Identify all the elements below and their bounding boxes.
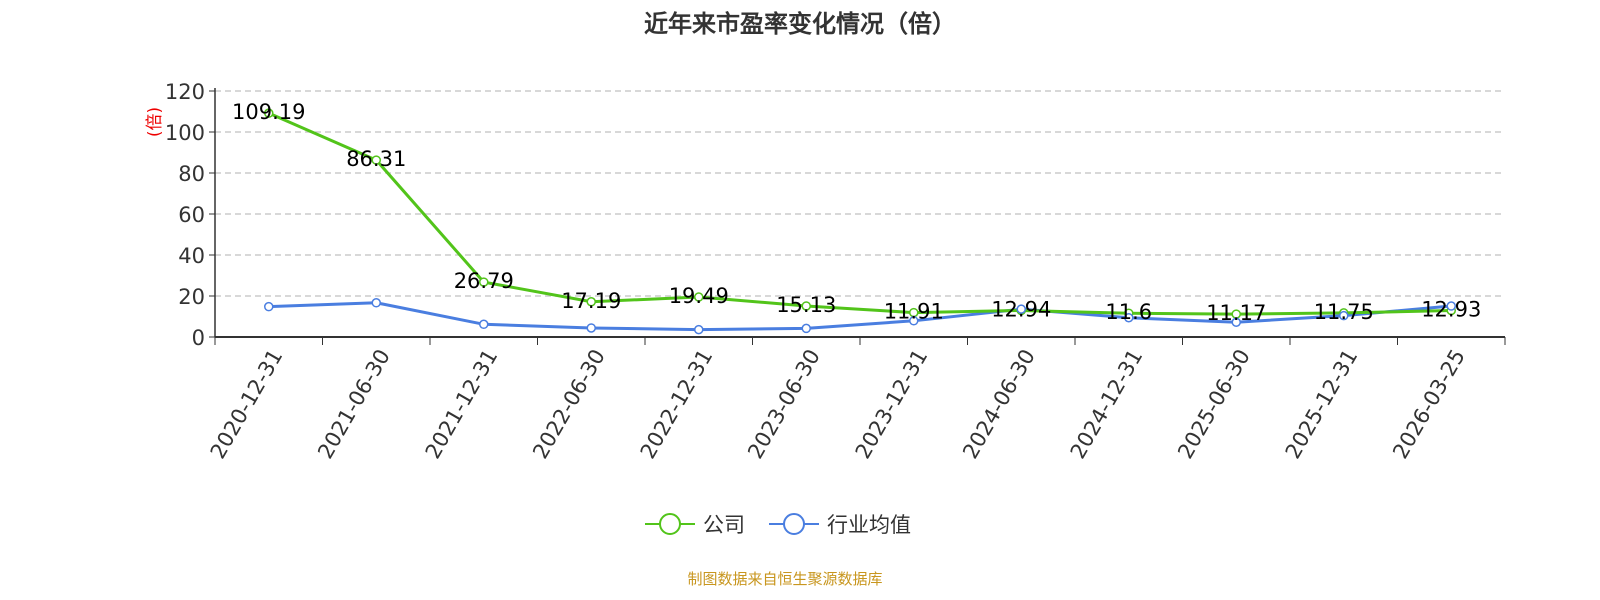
x-tick-label: 2022-12-31: [636, 345, 718, 463]
y-tick-label: 120: [165, 80, 205, 104]
data-label: 12.94: [991, 297, 1051, 321]
data-point: [264, 301, 274, 312]
y-tick-label: 80: [178, 162, 205, 186]
data-point: [586, 323, 596, 333]
x-tick-label: 2025-12-31: [1281, 345, 1363, 463]
x-tick-label: 2025-06-30: [1173, 345, 1255, 463]
data-label: 11.91: [884, 300, 944, 324]
data-point: [371, 155, 381, 165]
x-tick-label: 2024-12-31: [1066, 345, 1148, 463]
data-point: [1016, 304, 1026, 314]
data-point: [1231, 317, 1241, 327]
y-tick-label: 0: [192, 326, 205, 350]
data-point: [909, 316, 919, 326]
data-point: [801, 323, 811, 334]
legend-label-0[interactable]: 公司: [703, 513, 745, 537]
data-label: 11.17: [1206, 301, 1266, 325]
data-point: [586, 297, 596, 307]
x-tick-label: 2023-12-31: [851, 345, 933, 463]
legend-marker-0: [659, 513, 681, 535]
chart-title: 近年来市盈率变化情况（倍）: [644, 10, 956, 38]
data-label: 12.93: [1421, 297, 1481, 321]
y-tick-label: 100: [165, 121, 205, 145]
x-tick-label: 2026-03-25: [1388, 345, 1470, 463]
x-tick-label: 2022-06-30: [528, 345, 610, 463]
data-point: [1339, 310, 1349, 321]
y-axis-label: (倍): [145, 107, 165, 137]
series-line: [268, 301, 1452, 332]
data-point: [264, 108, 274, 118]
data-point: [479, 319, 489, 330]
legend-marker-1: [783, 513, 805, 535]
x-tick-label: 2021-06-30: [313, 345, 395, 463]
data-point: [694, 292, 704, 302]
data-label: 19.49: [669, 284, 729, 308]
series-line: [268, 111, 1452, 316]
x-tick-label: 2024-06-30: [958, 345, 1040, 463]
data-label: 15.13: [776, 293, 836, 317]
x-tick-label: 2021-12-31: [421, 345, 503, 463]
data-label: 17.19: [561, 289, 621, 313]
data-label: 26.79: [454, 269, 514, 293]
legend-label-1[interactable]: 行业均值: [827, 513, 911, 537]
data-point: [1124, 312, 1134, 323]
data-point: [694, 324, 704, 335]
y-tick-label: 20: [178, 285, 205, 309]
data-point: [801, 301, 811, 311]
data-label: 109.19: [232, 100, 305, 124]
data-label: 86.31: [346, 147, 406, 171]
data-label: 11.75: [1314, 300, 1374, 324]
data-point: [371, 298, 381, 308]
data-point: [1446, 301, 1456, 311]
y-tick-label: 40: [178, 244, 205, 268]
x-tick-label: 2020-12-31: [206, 345, 288, 463]
data-label: 11.6: [1105, 300, 1152, 324]
x-tick-label: 2023-06-30: [743, 345, 825, 463]
y-tick-label: 60: [178, 203, 205, 227]
source-note: 制图数据来自恒生聚源数据库: [687, 570, 882, 588]
data-point: [479, 277, 489, 287]
